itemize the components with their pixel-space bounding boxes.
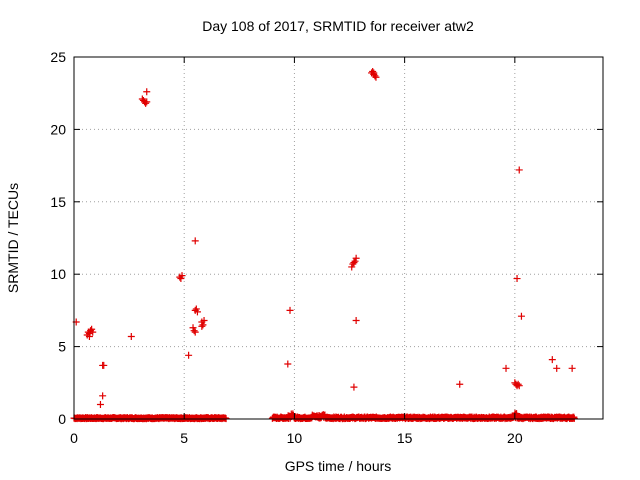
grid-lines [74, 57, 603, 419]
data-points [70, 67, 578, 423]
data-point [100, 361, 108, 369]
x-tick-label: 15 [397, 430, 413, 446]
data-point [456, 380, 464, 388]
y-tick-label: 0 [58, 411, 66, 427]
y-tick-label: 5 [58, 339, 66, 355]
data-point [142, 99, 150, 107]
baseline-point [570, 414, 578, 422]
data-point [191, 328, 199, 336]
data-point [286, 306, 294, 314]
data-point [185, 351, 193, 359]
data-point [199, 321, 207, 329]
data-point [191, 237, 199, 245]
data-point [352, 254, 360, 262]
data-point [193, 308, 201, 316]
data-point [284, 360, 292, 368]
data-point [96, 401, 104, 409]
y-axis-label: SRMTID / TECUs [5, 183, 21, 293]
axis-ticks: 0 5 10 15 20 25 0 5 10 15 20 [50, 49, 603, 446]
data-point [178, 272, 186, 280]
data-point [198, 322, 206, 330]
data-point [514, 380, 522, 388]
y-tick-label: 20 [50, 121, 66, 137]
data-point [350, 383, 358, 391]
data-point [553, 364, 561, 372]
data-point [190, 327, 198, 335]
x-tick-label: 10 [287, 430, 303, 446]
data-point [85, 332, 93, 340]
data-point [370, 69, 378, 77]
y-tick-label: 25 [50, 49, 66, 65]
data-point [515, 382, 523, 390]
data-point [517, 312, 525, 320]
data-point [515, 166, 523, 174]
x-axis-label: GPS time / hours [285, 458, 392, 474]
data-point [548, 356, 556, 364]
data-point [568, 364, 576, 372]
data-point [513, 275, 521, 283]
data-point [372, 73, 380, 81]
chart-title: Day 108 of 2017, SRMTID for receiver atw… [202, 18, 474, 34]
data-point [502, 364, 510, 372]
data-point [143, 88, 151, 96]
data-point [352, 317, 360, 325]
y-tick-label: 15 [50, 194, 66, 210]
data-point [89, 328, 97, 336]
x-tick-label: 0 [70, 430, 78, 446]
plot-frame [73, 56, 604, 420]
y-tick-label: 10 [50, 266, 66, 282]
data-point [350, 259, 358, 267]
data-point [200, 317, 208, 325]
x-tick-label: 20 [507, 430, 523, 446]
data-point [127, 332, 135, 340]
data-point [99, 392, 107, 400]
x-tick-label: 5 [180, 430, 188, 446]
data-point [143, 98, 151, 106]
